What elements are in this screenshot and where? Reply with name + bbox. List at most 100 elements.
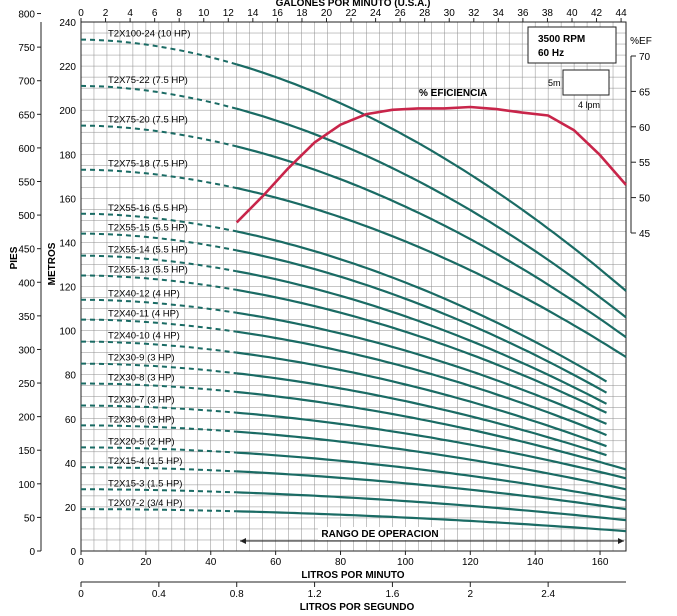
pump-curve-label: T2X55-16 (5.5 HP) xyxy=(108,203,188,214)
x-top-tick-label: 10 xyxy=(198,8,210,19)
pump-curve xyxy=(236,270,607,405)
y-eff-tick-label: 45 xyxy=(639,229,651,240)
x-top-tick-label: 32 xyxy=(468,8,480,19)
x-top-tick-label: 22 xyxy=(345,8,357,19)
y-ft-tick-label: 650 xyxy=(18,110,35,121)
x-bottom-tick-label: 120 xyxy=(462,557,479,568)
pump-curve-label: T2X100-24 (10 HP) xyxy=(108,29,190,40)
speed-hz: 60 Hz xyxy=(538,48,564,59)
y-m-tick-label: 120 xyxy=(59,283,76,294)
pump-curve-dashed xyxy=(80,298,237,314)
pump-curve-label: T2X07-2 (3/4 HP) xyxy=(108,498,182,509)
y-ft-tick-label: 700 xyxy=(18,77,35,88)
y-ft-tick-label: 800 xyxy=(18,10,35,21)
x-second-tick-label: 1.2 xyxy=(308,589,322,600)
x-bottom-tick-label: 100 xyxy=(397,557,414,568)
pump-curve-dashed xyxy=(81,382,237,393)
y-eff-tick-label: 60 xyxy=(639,123,651,134)
x-top-tick-label: 16 xyxy=(272,8,284,19)
y-eff-axis-title: %EF xyxy=(630,36,652,47)
x-second-axis-title: LITROS POR SEGUNDO xyxy=(300,602,415,613)
y-m-tick-label: 100 xyxy=(59,327,76,338)
x-top-tick-label: 24 xyxy=(370,8,382,19)
pump-curves: T2X100-24 (10 HP) T2X75-22 (7.5 HP) T2X75-… xyxy=(80,29,627,533)
x-top-tick-label: 26 xyxy=(395,8,407,19)
pump-curve-dashed xyxy=(81,424,237,433)
x-second-tick-label: 1.6 xyxy=(385,589,399,600)
x-top-tick-label: 14 xyxy=(247,8,259,19)
pump-curve-label: T2X55-13 (5.5 HP) xyxy=(108,264,188,275)
pump-curve-label: T2X75-20 (7.5 HP) xyxy=(108,115,188,126)
pump-curve-label: T2X15-3 (1.5 HP) xyxy=(108,478,182,489)
pump-curve xyxy=(236,249,608,394)
pump-curve-label: T2X40-10 (4 HP) xyxy=(108,331,180,342)
x-top-tick-label: 12 xyxy=(223,8,235,19)
y-ft-tick-label: 300 xyxy=(18,345,35,356)
x-second-tick-label: 0 xyxy=(78,589,84,600)
y-eff-tick-label: 55 xyxy=(639,158,651,169)
x-second-tick-label: 2.4 xyxy=(541,589,555,600)
y-m-tick-label: 200 xyxy=(59,106,76,117)
y-m-tick-label: 60 xyxy=(65,415,77,426)
pump-curve xyxy=(236,451,627,502)
operating-range: RANGO DE OPERACION xyxy=(240,527,624,544)
pump-curve-dashed xyxy=(80,254,237,273)
x-bottom-tick-label: 160 xyxy=(592,557,609,568)
x-second-tick-label: 0.4 xyxy=(152,589,166,600)
x-top-tick-label: 28 xyxy=(419,8,431,19)
y-ft-tick-label: 450 xyxy=(18,245,35,256)
pump-curve-dashed xyxy=(81,404,237,414)
pump-curve xyxy=(236,107,627,319)
x-top-tick-label: 2 xyxy=(103,8,109,19)
y-ft-tick-label: 100 xyxy=(18,480,35,491)
pump-curve-label: T2X75-18 (7.5 HP) xyxy=(108,159,188,170)
pump-curve-dashed xyxy=(81,446,237,454)
x-top-tick-label: 8 xyxy=(176,8,182,19)
pump-curve xyxy=(236,491,627,522)
x-bottom-tick-label: 60 xyxy=(270,557,282,568)
y-ft-axis-title: PIES xyxy=(9,246,20,269)
x-bottom-tick-label: 0 xyxy=(78,557,84,568)
pump-curve-dashed xyxy=(81,232,237,252)
y-eff-tick-label: 50 xyxy=(639,194,651,205)
y-ft-tick-label: 350 xyxy=(18,312,35,323)
pump-curve xyxy=(236,372,607,457)
y-ft-tick-label: 750 xyxy=(18,43,35,54)
y-m-tick-label: 160 xyxy=(59,194,76,205)
x-bottom-tick-label: 80 xyxy=(335,557,347,568)
y-ft-tick-label: 400 xyxy=(18,278,35,289)
x-second-tick-label: 0.8 xyxy=(230,589,244,600)
x-top-axis-title: GALONES POR MINUTO (U.S.A.) xyxy=(276,0,431,9)
x-bottom-tick-label: 40 xyxy=(205,557,217,568)
efficiency-curve-group xyxy=(235,105,627,224)
pump-curve-dashed xyxy=(81,168,237,190)
pump-curve-label: T2X15-4 (1.5 HP) xyxy=(108,456,182,467)
scale-horizontal: 4 lpm xyxy=(578,100,600,110)
y-m-tick-label: 80 xyxy=(65,371,77,382)
scale-vertical: 5m xyxy=(548,78,561,88)
y-m-tick-label: 220 xyxy=(59,62,76,73)
scale-legend: 5m 4 lpm xyxy=(548,69,610,110)
pump-curve xyxy=(236,351,607,448)
x-top-tick-label: 4 xyxy=(127,8,133,19)
x-top-tick-label: 18 xyxy=(296,8,308,19)
x-top-tick-label: 38 xyxy=(542,8,554,19)
pump-curve-dashed xyxy=(81,488,237,494)
x-bottom-tick-label: 140 xyxy=(527,557,544,568)
efficiency-label: % EFICIENCIA xyxy=(419,88,487,99)
x-top-tick-label: 36 xyxy=(517,8,529,19)
pump-curve xyxy=(236,311,607,425)
y-ft-tick-label: 250 xyxy=(18,379,35,390)
pump-curve-dashed xyxy=(80,362,237,375)
pump-curve-label: T2X30-9 (3 HP) xyxy=(108,353,175,364)
pump-curve-dashed xyxy=(81,508,237,513)
x-top-tick-label: 20 xyxy=(321,8,333,19)
pump-curve-dashed xyxy=(81,340,237,354)
pump-curve xyxy=(236,145,627,339)
x-top-tick-label: 34 xyxy=(493,8,505,19)
pump-curve-label: T2X40-12 (4 HP) xyxy=(108,289,180,300)
pump-curve xyxy=(236,187,627,358)
y-eff-tick-label: 70 xyxy=(639,52,651,63)
